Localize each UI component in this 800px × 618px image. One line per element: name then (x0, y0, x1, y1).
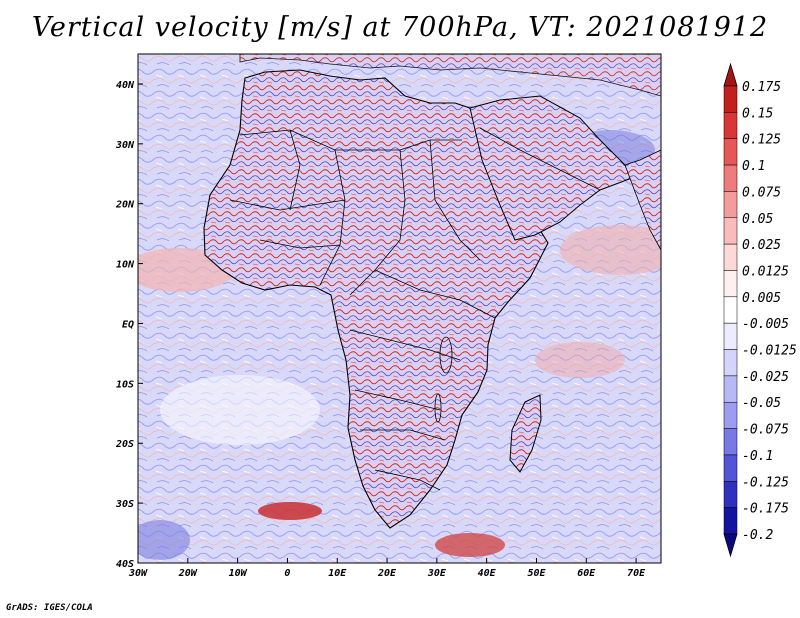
india-landmass (624, 149, 661, 251)
y-axis: 40N 30N 20N 10N EQ 10S 20S 30S 40S (115, 80, 143, 570)
x-tick-label: 30E (427, 568, 447, 579)
x-tick-label: 20W (178, 568, 198, 579)
y-tick-label: 10N (116, 260, 135, 271)
x-tick-label: 50E (527, 568, 546, 579)
colorbar-swatch (723, 481, 738, 508)
y-tick-label: 30N (115, 140, 135, 151)
colorbar: 0.175 0.15 0.125 0.1 0.075 0.05 0.025 0.0125 0.0… (723, 62, 797, 558)
colorbar-level-label: -0.025 (742, 370, 789, 385)
colorbar-level-label: 0.15 (742, 106, 773, 121)
colorbar-swatch (723, 507, 738, 535)
x-axis: 30W 20W 10W 0 10E 20E 30E 40E 50E 60E 70E (128, 558, 646, 579)
colorbar-level-label: -0.0125 (742, 344, 797, 359)
y-tick-label: 30S (115, 499, 134, 510)
colorbar-level-label: 0.025 (742, 238, 781, 253)
country-borders (229, 127, 601, 491)
colorbar-level-label: -0.005 (742, 317, 789, 332)
colorbar-swatch (723, 243, 738, 271)
colorbar-swatch (723, 164, 738, 192)
colorbar-level-label: -0.125 (742, 475, 789, 490)
colorbar-max-arrow (723, 62, 738, 87)
colorbar-swatch (723, 375, 738, 403)
colorbar-level-label: -0.2 (742, 528, 773, 543)
software-credit: GrADS: IGES/COLA (6, 603, 93, 613)
map-frame (137, 53, 662, 564)
colorbar-level-label: 0.125 (742, 133, 781, 148)
y-tick-label: 40N (116, 80, 135, 91)
africa-landmass (203, 69, 549, 529)
colorbar-swatch (723, 85, 738, 113)
y-tick-label: EQ (122, 319, 134, 330)
colorbar-swatch (723, 138, 738, 166)
colorbar-level-label: 0.05 (742, 212, 773, 227)
colorbar-swatch (723, 112, 738, 139)
map-title: Vertical velocity [m/s] at 700hPa, VT: 2… (31, 12, 769, 43)
y-tick-label: 40S (116, 559, 134, 570)
colorbar-level-label: -0.1 (742, 449, 773, 464)
x-tick-label: 10W (229, 568, 248, 579)
colorbar-swatch (723, 322, 738, 350)
madagascar (509, 394, 542, 473)
colorbar-level-label: 0.0125 (742, 264, 789, 279)
colorbar-min-arrow (723, 533, 738, 558)
x-tick-label: 70E (627, 568, 646, 579)
x-tick-label: 20E (377, 568, 397, 579)
colorbar-level-label: -0.05 (742, 396, 781, 411)
colorbar-swatch (723, 296, 738, 324)
colorbar-swatch (723, 191, 738, 219)
europe-coast (239, 54, 661, 97)
y-tick-label: 20N (115, 200, 135, 211)
x-tick-label: 10E (328, 568, 347, 579)
y-tick-label: 20S (115, 439, 134, 450)
x-tick-label: 30W (128, 568, 148, 579)
colorbar-swatch (723, 349, 738, 377)
colorbar-level-label: 0.175 (742, 80, 781, 95)
colorbar-level-label: 0.005 (742, 291, 781, 306)
colorbar-swatch (723, 428, 738, 456)
colorbar-swatch (723, 270, 738, 298)
colorbar-swatch (723, 217, 738, 245)
colorbar-swatch (723, 454, 738, 482)
colorbar-level-label: 0.075 (742, 185, 781, 200)
x-tick-label: 60E (577, 568, 596, 579)
colorbar-level-label: 0.1 (742, 159, 765, 174)
colorbar-level-label: -0.075 (742, 423, 789, 438)
colorbar-level-label: -0.175 (742, 502, 789, 517)
x-tick-label: 40E (478, 568, 497, 579)
y-tick-label: 10S (116, 379, 134, 390)
velocity-field (138, 54, 661, 563)
x-tick-label: 0 (284, 568, 290, 579)
colorbar-swatch (723, 401, 738, 429)
